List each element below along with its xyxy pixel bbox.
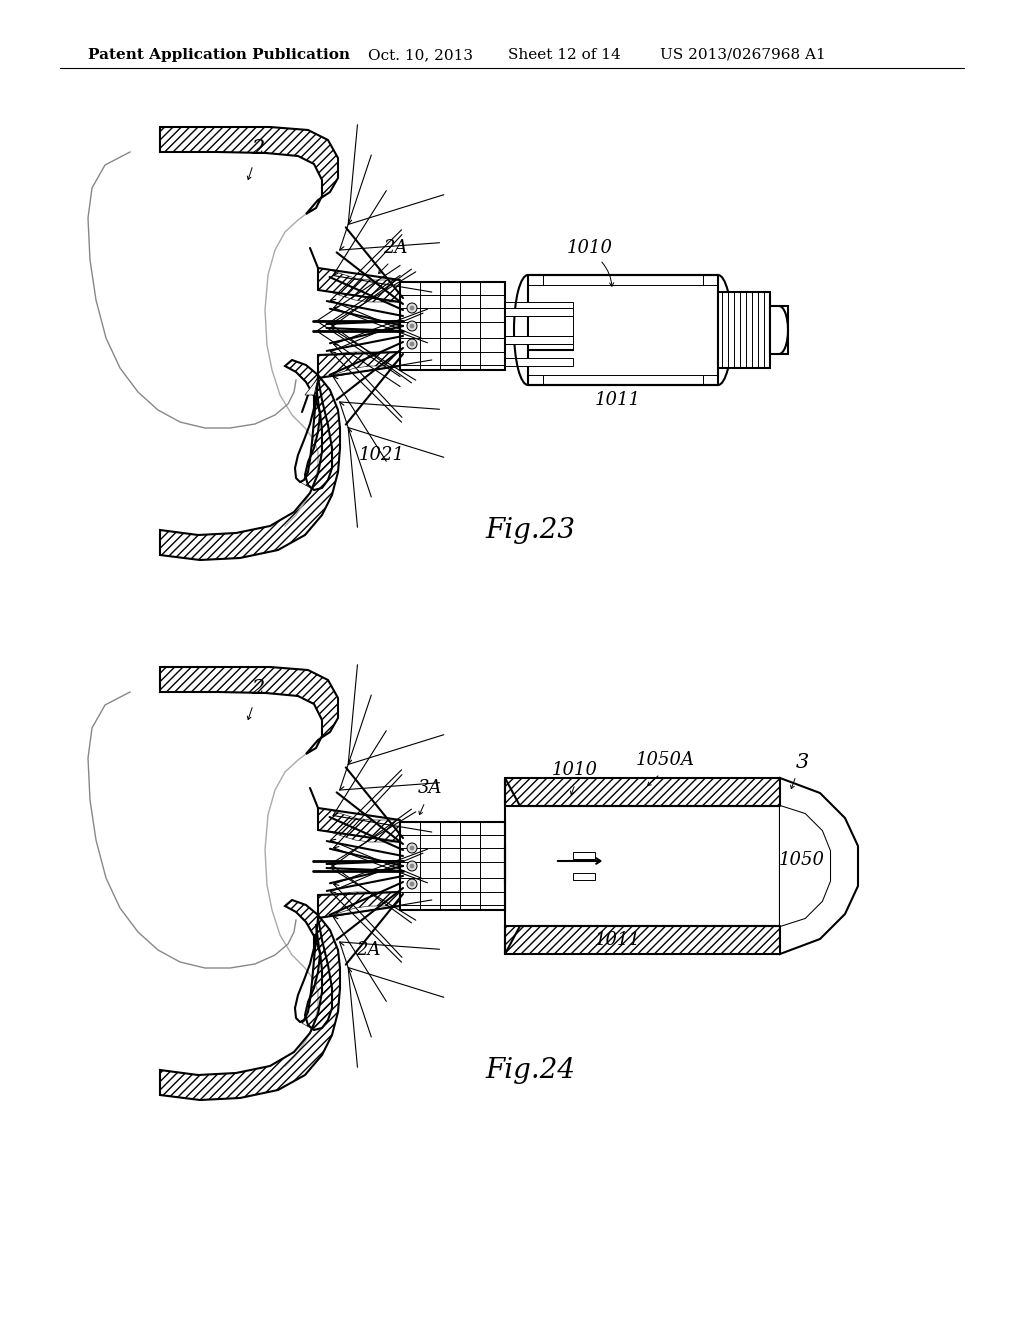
Circle shape <box>407 861 417 871</box>
Bar <box>573 873 595 880</box>
Bar <box>505 308 573 315</box>
Bar <box>505 927 780 954</box>
Text: 3: 3 <box>796 752 809 771</box>
Circle shape <box>410 323 414 327</box>
Polygon shape <box>780 807 830 927</box>
Circle shape <box>410 306 414 310</box>
Text: Fig.23: Fig.23 <box>485 516 575 544</box>
Bar <box>505 777 780 807</box>
Bar <box>528 275 718 385</box>
Circle shape <box>407 304 417 313</box>
Text: Fig.24: Fig.24 <box>485 1056 575 1084</box>
Bar <box>573 851 595 859</box>
Circle shape <box>407 879 417 888</box>
Polygon shape <box>780 777 858 954</box>
Polygon shape <box>305 378 318 395</box>
Text: Sheet 12 of 14: Sheet 12 of 14 <box>508 48 621 62</box>
Text: 1011: 1011 <box>595 931 641 949</box>
Bar <box>505 337 573 345</box>
Bar <box>718 292 770 368</box>
Bar <box>528 310 573 350</box>
Bar <box>400 282 505 370</box>
Text: 2A: 2A <box>355 941 380 960</box>
Bar <box>505 302 573 310</box>
Circle shape <box>410 846 414 850</box>
Text: 1010: 1010 <box>567 239 613 257</box>
Text: 1011: 1011 <box>595 391 641 409</box>
Bar <box>505 807 780 927</box>
Text: 1021: 1021 <box>359 446 406 465</box>
Circle shape <box>407 321 417 331</box>
Text: 2: 2 <box>251 139 264 157</box>
Polygon shape <box>780 807 830 927</box>
Polygon shape <box>160 152 322 535</box>
Text: Patent Application Publication: Patent Application Publication <box>88 48 350 62</box>
Text: 1050: 1050 <box>779 851 825 869</box>
Polygon shape <box>160 692 322 1074</box>
Bar <box>770 306 788 354</box>
Circle shape <box>410 882 414 886</box>
Text: 1010: 1010 <box>552 762 598 779</box>
Bar <box>400 822 505 909</box>
Circle shape <box>407 339 417 348</box>
Bar <box>505 358 573 366</box>
Circle shape <box>407 843 417 853</box>
Text: 3A: 3A <box>418 779 442 797</box>
Circle shape <box>410 865 414 869</box>
Bar <box>573 826 603 906</box>
Circle shape <box>410 342 414 346</box>
Text: 1050A: 1050A <box>636 751 694 770</box>
Text: 2A: 2A <box>383 239 408 257</box>
Text: 2: 2 <box>251 678 264 697</box>
Text: US 2013/0267968 A1: US 2013/0267968 A1 <box>660 48 825 62</box>
Text: Oct. 10, 2013: Oct. 10, 2013 <box>368 48 473 62</box>
